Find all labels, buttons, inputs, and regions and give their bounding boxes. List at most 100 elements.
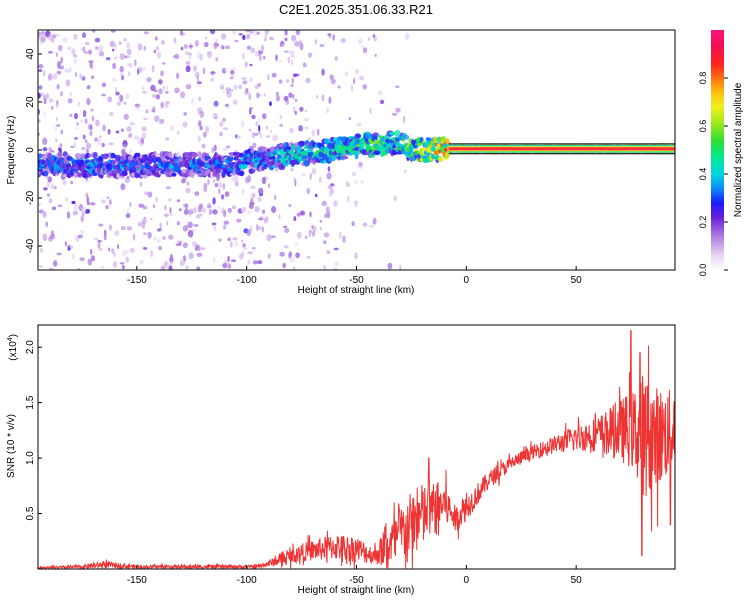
spectrogram-speckle — [67, 46, 72, 50]
spectrogram-speckle — [51, 73, 58, 80]
spectrogram-speckle — [43, 111, 46, 117]
spectrogram-speckle — [82, 46, 86, 53]
spectrogram-speckle — [312, 225, 317, 233]
spectrogram-speckle — [185, 265, 189, 270]
spectrogram-speckle — [43, 70, 46, 77]
spectrogram-speckle — [67, 98, 73, 104]
spectrogram-speckle — [97, 242, 101, 249]
spectrogram-speckle — [325, 206, 330, 214]
spectrogram-speckle — [80, 215, 84, 223]
spectrogram-speckle — [91, 115, 95, 122]
spectrogram-speckle — [163, 261, 169, 269]
spectrogram-ridge-cell — [77, 172, 82, 177]
spectrogram-speckle — [235, 241, 239, 246]
spectrogram-ridge-cell — [146, 173, 152, 177]
spectrogram-speckle — [360, 44, 364, 49]
spectrogram-speckle — [123, 37, 127, 42]
spectrogram-speckle — [328, 190, 333, 198]
spectrogram-speckle — [219, 44, 222, 49]
spectrogram-ridge-cell — [75, 170, 79, 174]
snr-series-line — [38, 330, 675, 569]
spectrogram-speckle — [294, 179, 297, 187]
spectrogram-speckle — [137, 222, 142, 227]
spectrogram-speckle — [242, 34, 246, 41]
spectrogram-speckle — [258, 187, 264, 195]
spectrogram-speckle — [125, 256, 130, 263]
spectrogram-speckle — [230, 240, 233, 248]
spectrogram-speckle — [321, 94, 325, 102]
spectrogram-speckle — [84, 41, 90, 46]
spectrogram-speckle — [198, 120, 202, 127]
spectrogram-speckle — [174, 87, 180, 94]
spectrogram-speckle — [64, 241, 67, 247]
spectrogram-speckle — [267, 74, 270, 81]
spectrogram-speckle — [168, 234, 174, 240]
spectrogram-speckle — [51, 206, 57, 211]
spectrogram-speckle — [121, 74, 125, 81]
spectrogram-speckle — [220, 84, 225, 91]
spectrogram-speckle — [258, 50, 264, 55]
spectrogram-speckle — [250, 185, 256, 190]
spectrogram-speckle — [263, 92, 266, 97]
spectrogram-speckle — [267, 253, 271, 259]
spectrogram-speckle — [266, 234, 272, 242]
spectrogram-speckle — [134, 59, 137, 67]
spectrogram-speckle — [43, 98, 47, 105]
spectrogram-speckle — [185, 84, 192, 90]
spectrogram-x-tick-label: -50 — [349, 275, 364, 286]
spectrogram-speckle — [124, 249, 130, 254]
spectrogram-speckle — [246, 33, 251, 40]
spectrogram-speckle — [202, 131, 207, 138]
spectrogram-speckle — [262, 55, 266, 60]
spectrogram-speckle — [213, 224, 217, 232]
spectrogram-speckle — [115, 130, 120, 134]
spectrogram-speckle — [111, 248, 115, 254]
spectrogram-speckle — [49, 233, 56, 240]
spectrogram-speckle — [98, 51, 105, 57]
spectrogram-speckle — [91, 75, 95, 79]
snr-x-tick-label: -100 — [237, 575, 257, 586]
spectrogram-speckle — [307, 137, 311, 140]
spectrogram-speckle — [107, 128, 111, 135]
colorbar-tick-label: 0.2 — [698, 216, 708, 229]
spectrogram-speckle — [358, 38, 363, 44]
spectrogram-ridge-cell — [197, 173, 203, 177]
spectrogram-speckle — [162, 85, 166, 91]
spectrogram-ridge-cell — [367, 133, 373, 140]
spectrogram-speckle — [92, 30, 96, 33]
spectrogram-speckle — [139, 181, 143, 188]
snr-y-tick-label: 0.5 — [25, 506, 36, 520]
spectrogram-speckle — [395, 107, 401, 113]
spectrogram-speckle — [125, 92, 130, 100]
spectrogram-speckle — [284, 30, 288, 36]
spectrogram-speckle — [82, 211, 85, 217]
spectrogram-speckle — [142, 205, 148, 210]
spectrogram-speckle — [176, 199, 181, 203]
spectrogram-speckle — [73, 33, 78, 40]
colorbar-tick-label: 0.0 — [698, 264, 708, 277]
spectrogram-speckle — [266, 135, 271, 138]
spectrogram-speckle — [326, 108, 329, 113]
spectrogram-speckle — [208, 208, 212, 216]
spectrogram-speckle — [242, 243, 247, 248]
spectrogram-ridge-cell — [394, 130, 401, 137]
spectrogram-speckle — [256, 31, 260, 35]
spectrogram-speckle — [252, 260, 259, 265]
spectrogram-speckle — [46, 193, 51, 197]
spectrogram-speckle — [122, 140, 128, 148]
spectrogram-speckle — [95, 119, 100, 127]
spectrogram-ridge-cell — [191, 152, 198, 158]
spectrogram-speckle — [48, 198, 53, 204]
spectrogram-speckle — [295, 252, 300, 259]
spectrogram-speckle — [186, 181, 190, 186]
spectrogram-speckle — [51, 105, 54, 110]
spectrogram-speckle — [212, 209, 218, 215]
spectrogram-speckle — [138, 203, 144, 208]
spectrogram-speckle — [227, 237, 231, 242]
spectrogram-speckle — [101, 93, 106, 97]
spectrogram-speckle — [259, 132, 263, 139]
spectrogram-ridge-cell — [229, 153, 234, 158]
spectrogram-speckle — [53, 260, 58, 267]
snr-y-multiplier: (x104) — [7, 334, 19, 361]
spectrogram-speckle — [116, 101, 121, 106]
